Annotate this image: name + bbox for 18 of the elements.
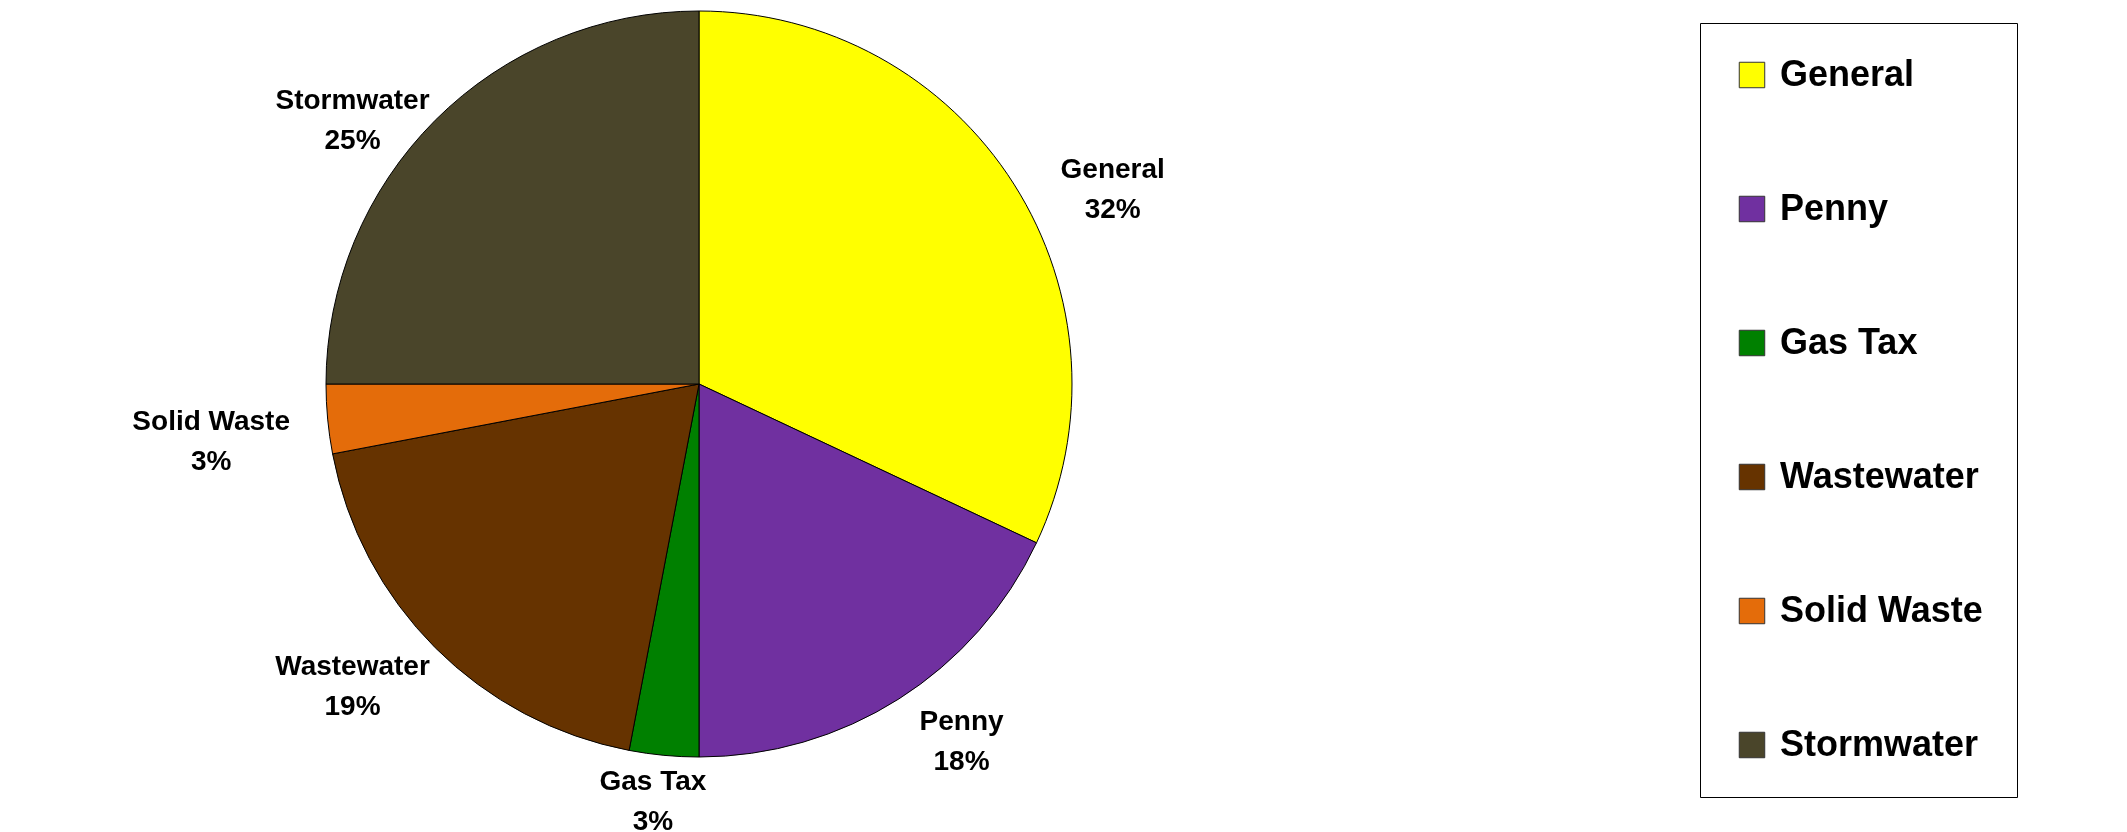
slice-label: Wastewater <box>275 649 430 681</box>
legend-label: Wastewater <box>1780 455 1979 496</box>
legend-label: Gas Tax <box>1780 321 1918 362</box>
data-label: 19% <box>324 689 381 721</box>
data-label: 3% <box>190 444 232 476</box>
legend-label: Penny <box>1780 187 1889 228</box>
data-label: 18% <box>933 744 990 776</box>
slice-label: Penny <box>919 704 1004 736</box>
legend-label: Solid Waste <box>1780 589 1983 630</box>
legend-label: General <box>1780 53 1915 94</box>
data-label: 32% <box>1084 192 1141 224</box>
slice-label: Stormwater <box>275 84 430 116</box>
legend-label: Stormwater <box>1780 723 1979 764</box>
data-label: 25% <box>324 124 381 156</box>
slice-label: Gas Tax <box>599 765 707 797</box>
slice-label: Solid Waste <box>132 404 290 436</box>
slice-label: General <box>1060 152 1165 184</box>
data-label: 3% <box>632 805 674 832</box>
